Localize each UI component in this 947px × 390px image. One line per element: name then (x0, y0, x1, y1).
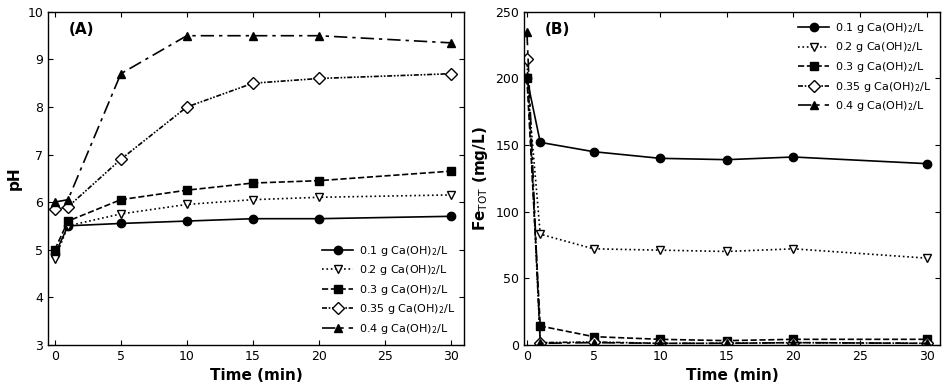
X-axis label: Time (min): Time (min) (209, 368, 302, 383)
Text: (A): (A) (69, 22, 95, 37)
Legend: 0.1 g Ca(OH)$_2$/L, 0.2 g Ca(OH)$_2$/L, 0.3 g Ca(OH)$_2$/L, 0.35 g Ca(OH)$_2$/L,: 0.1 g Ca(OH)$_2$/L, 0.2 g Ca(OH)$_2$/L, … (318, 240, 458, 339)
Y-axis label: pH: pH (7, 167, 22, 190)
Y-axis label: Fe$_\mathrm{TOT}$ (mg/L): Fe$_\mathrm{TOT}$ (mg/L) (471, 126, 490, 231)
X-axis label: Time (min): Time (min) (686, 368, 778, 383)
Text: (B): (B) (545, 22, 570, 37)
Legend: 0.1 g Ca(OH)$_2$/L, 0.2 g Ca(OH)$_2$/L, 0.3 g Ca(OH)$_2$/L, 0.35 g Ca(OH)$_2$/L,: 0.1 g Ca(OH)$_2$/L, 0.2 g Ca(OH)$_2$/L, … (795, 18, 935, 116)
